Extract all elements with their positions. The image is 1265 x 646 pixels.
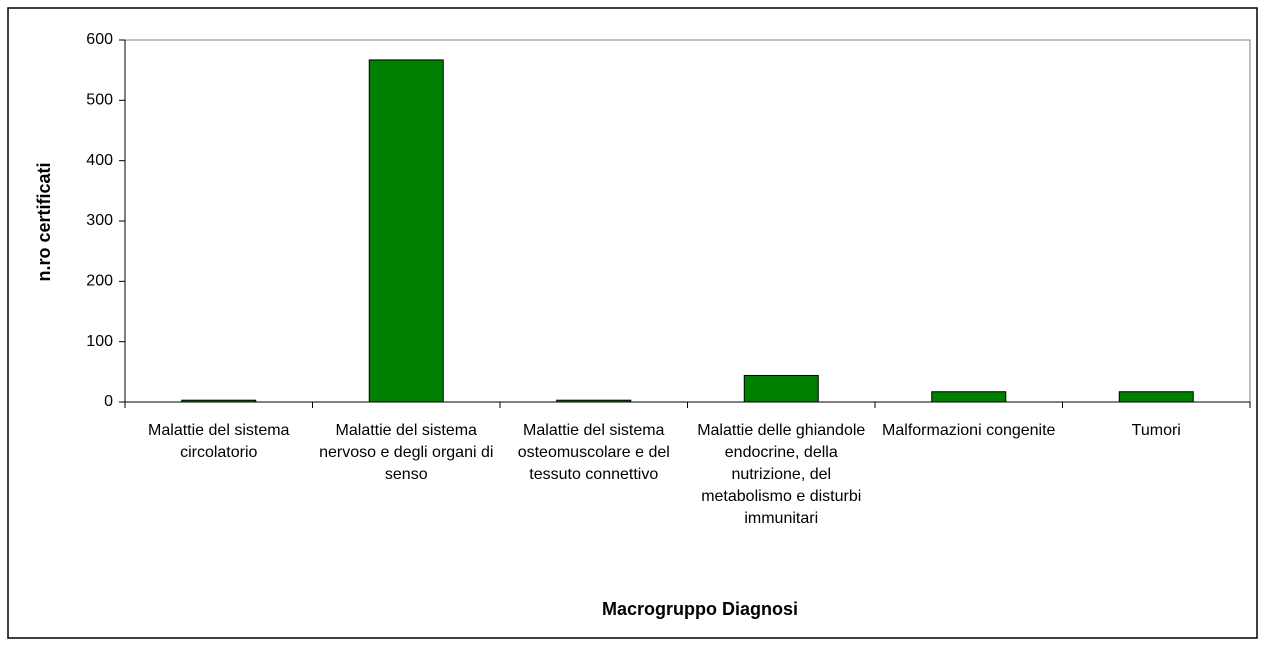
x-axis-title: Macrogruppo Diagnosi xyxy=(602,599,798,619)
x-tick-label: Malformazioni congenite xyxy=(882,422,1056,439)
y-tick-label: 300 xyxy=(86,212,113,229)
x-tick-label: Malattie del sistema nervoso e degli org… xyxy=(319,422,494,483)
y-tick-label: 600 xyxy=(86,31,113,48)
bar xyxy=(368,59,444,403)
y-tick-label: 0 xyxy=(104,393,113,410)
y-tick-label: 500 xyxy=(86,92,113,109)
x-tick-label: Tumori xyxy=(1131,422,1181,439)
bar xyxy=(743,374,819,403)
bar xyxy=(1118,391,1194,403)
y-tick-label: 100 xyxy=(86,333,113,350)
y-tick-label: 400 xyxy=(86,152,113,169)
y-axis-title: n.ro certificati xyxy=(34,162,54,281)
chart-frame xyxy=(7,7,1258,639)
x-tick-label: Malattie delle ghiandole endocrine, dell… xyxy=(697,422,866,527)
x-tick-label: Malattie del sistema osteomuscolare e de… xyxy=(517,422,670,483)
y-tick-label: 200 xyxy=(86,273,113,290)
bar xyxy=(931,391,1007,403)
x-tick-label: Malattie del sistema circolatorio xyxy=(148,422,290,461)
